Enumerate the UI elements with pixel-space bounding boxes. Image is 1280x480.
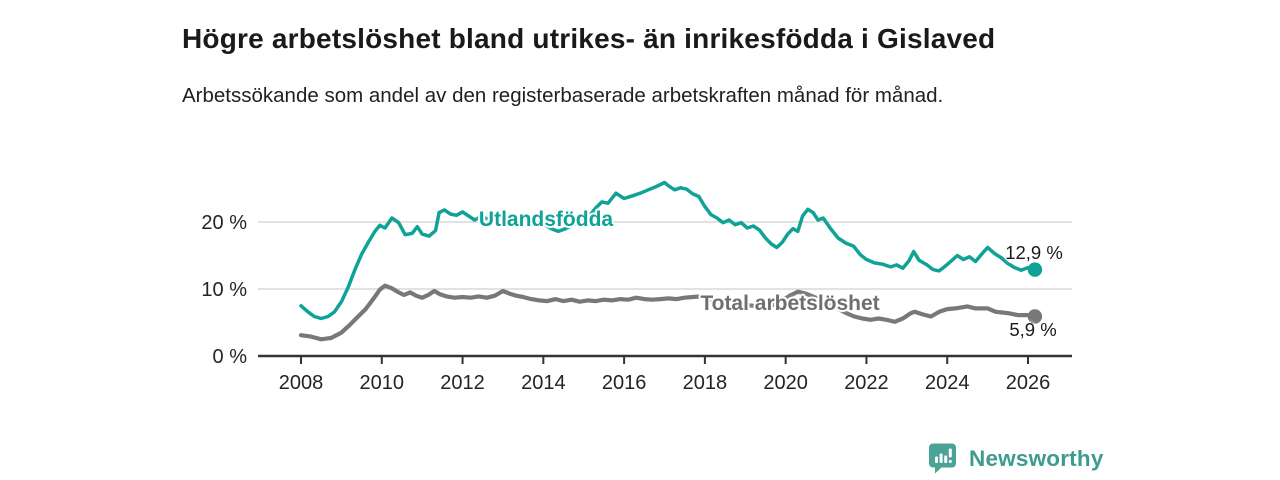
y-axis-label-0: 0 %	[213, 346, 248, 368]
x-axis-label-2026: 2026	[1006, 372, 1051, 394]
end-dot-total-arbetsloshet	[1027, 309, 1043, 324]
chart-subtitle: Arbetssökande som andel av den registerb…	[182, 83, 944, 107]
series-label-utlandsfodda: Utlandsfödda	[478, 208, 614, 231]
y-axis-label-10: 10 %	[201, 279, 247, 301]
chart-line-total-arbetsloshet	[298, 283, 1038, 342]
x-axis-label-2008: 2008	[279, 372, 324, 394]
x-axis-label-2010: 2010	[360, 372, 405, 394]
x-axis-label-2018: 2018	[683, 372, 728, 394]
x-axis-label-2014: 2014	[521, 372, 566, 394]
end-dot-utlandsfodda	[1027, 262, 1043, 277]
end-value-label-total: 5,9 %	[1009, 319, 1057, 340]
newsworthy-logo-text: Newsworthy	[969, 445, 1104, 471]
x-axis-label-2012: 2012	[440, 372, 485, 394]
series-label-total-arbetsloshet: Total arbetslöshet	[700, 292, 880, 315]
newsworthy-logo-icon	[928, 443, 957, 474]
end-value-label-utlandsfodda: 12,9 %	[1005, 242, 1063, 263]
newsworthy-logo[interactable]: Newsworthy	[928, 443, 1104, 474]
page-title: Högre arbetslöshet bland utrikes- än inr…	[182, 22, 996, 54]
x-axis-label-2020: 2020	[763, 372, 808, 394]
x-axis-label-2024: 2024	[925, 372, 970, 394]
chart-line-utlandsfodda	[299, 180, 1037, 321]
x-axis-label-2016: 2016	[602, 372, 647, 394]
x-axis-label-2022: 2022	[844, 372, 889, 394]
y-axis-label-20: 20 %	[201, 212, 247, 234]
